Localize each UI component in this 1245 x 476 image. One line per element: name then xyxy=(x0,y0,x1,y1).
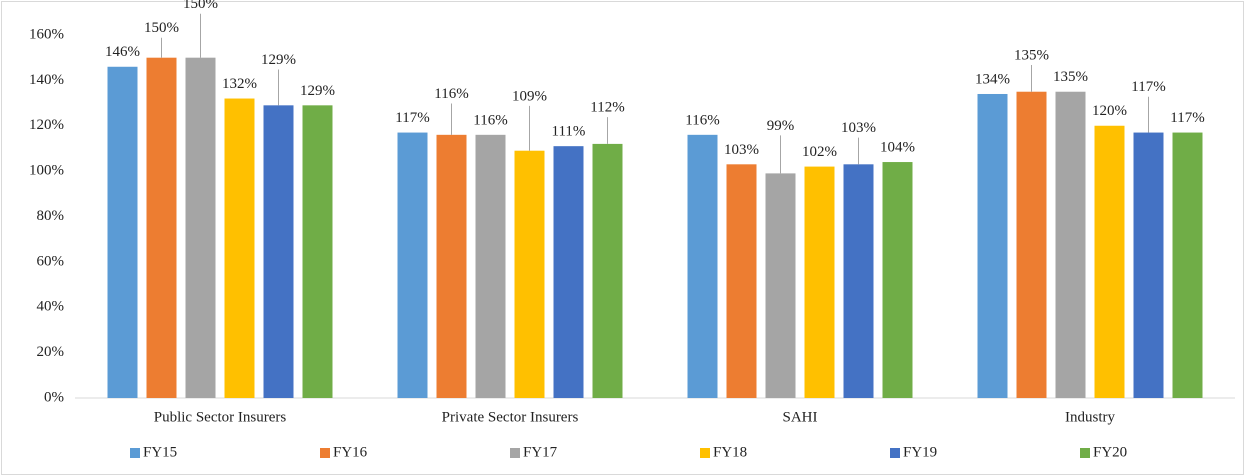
data-label: 132% xyxy=(222,76,257,92)
data-label: 102% xyxy=(802,144,837,160)
data-label: 135% xyxy=(1014,47,1049,63)
data-label: 103% xyxy=(724,142,759,158)
x-tick-label: Public Sector Insurers xyxy=(154,409,287,425)
data-label: 129% xyxy=(261,52,296,68)
bar xyxy=(1016,91,1047,398)
bar xyxy=(1094,125,1125,398)
y-tick-label: 0% xyxy=(44,389,64,405)
bar xyxy=(436,134,467,398)
legend-label: FY20 xyxy=(1093,444,1127,460)
data-label: 150% xyxy=(144,20,179,36)
y-tick-label: 100% xyxy=(29,163,64,179)
data-label: 116% xyxy=(473,112,507,128)
bar xyxy=(302,105,333,399)
data-label: 116% xyxy=(685,112,719,128)
data-label: 109% xyxy=(512,88,547,104)
data-label: 117% xyxy=(1131,79,1165,95)
y-tick-label: 160% xyxy=(29,26,64,42)
data-label: 146% xyxy=(105,44,140,60)
bar xyxy=(107,66,138,398)
data-label: 134% xyxy=(975,71,1010,87)
data-label: 150% xyxy=(183,0,218,12)
bar xyxy=(397,132,428,398)
bar xyxy=(1133,132,1164,398)
legend-swatch xyxy=(1080,448,1090,458)
legend-swatch xyxy=(320,448,330,458)
legend-label: FY17 xyxy=(523,444,558,460)
legend-swatch xyxy=(890,448,900,458)
y-tick-label: 20% xyxy=(37,344,65,360)
legend-label: FY16 xyxy=(333,444,368,460)
bar xyxy=(882,162,913,398)
bar xyxy=(592,143,623,398)
legend-swatch xyxy=(510,448,520,458)
data-label: 135% xyxy=(1053,69,1088,85)
data-label: 99% xyxy=(767,118,795,134)
data-label: 104% xyxy=(880,139,915,155)
y-tick-label: 80% xyxy=(37,208,65,224)
bar xyxy=(726,164,757,398)
data-label: 103% xyxy=(841,120,876,136)
x-tick-label: SAHI xyxy=(782,409,817,425)
bar xyxy=(146,57,177,398)
bar xyxy=(263,105,294,399)
legend-swatch xyxy=(700,448,710,458)
bar xyxy=(804,166,835,398)
data-label: 117% xyxy=(1170,110,1204,126)
data-label: 117% xyxy=(395,110,429,126)
bar xyxy=(843,164,874,398)
legend-label: FY18 xyxy=(713,444,747,460)
x-tick-label: Industry xyxy=(1065,409,1115,425)
bar xyxy=(553,146,584,398)
data-label: 112% xyxy=(590,100,624,116)
bar xyxy=(514,150,545,398)
y-tick-label: 60% xyxy=(37,253,65,269)
y-tick-label: 40% xyxy=(37,299,65,315)
data-label: 129% xyxy=(300,83,335,99)
bar xyxy=(765,173,796,398)
bar xyxy=(977,93,1008,399)
bar xyxy=(475,134,506,398)
data-label: 116% xyxy=(434,86,468,102)
y-tick-label: 120% xyxy=(29,117,64,133)
bar xyxy=(687,134,718,398)
bar xyxy=(1172,132,1203,398)
x-tick-label: Private Sector Insurers xyxy=(442,409,579,425)
y-tick-label: 140% xyxy=(29,72,64,88)
data-label: 111% xyxy=(552,124,586,140)
legend-label: FY19 xyxy=(903,444,937,460)
bar xyxy=(1055,91,1086,398)
legend-swatch xyxy=(130,448,140,458)
bar xyxy=(224,98,255,399)
bar xyxy=(185,57,216,398)
data-label: 120% xyxy=(1092,103,1127,119)
legend-label: FY15 xyxy=(143,444,177,460)
